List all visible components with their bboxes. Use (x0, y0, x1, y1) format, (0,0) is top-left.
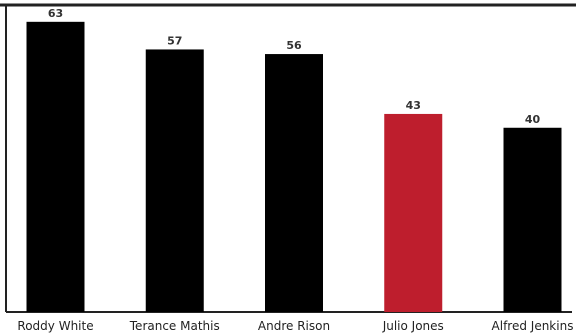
value-label-group: 63 57 56 43 40 (48, 7, 541, 126)
value-label: 57 (167, 34, 182, 47)
tick-label-group: Roddy White Terance Mathis Andre Rison Juli… (17, 319, 573, 333)
value-label: 43 (406, 99, 421, 112)
bar-terance-mathis (145, 49, 204, 312)
bar-roddy-white (26, 21, 85, 312)
value-label: 56 (286, 39, 302, 52)
x-tick-label: Andre Rison (258, 319, 330, 333)
value-label: 40 (525, 113, 541, 126)
value-label: 63 (48, 7, 63, 20)
bar-alfred-jenkins (503, 127, 562, 312)
x-tick-label: Julio Jones (382, 319, 444, 333)
bar-group (26, 21, 562, 313)
x-tick-label: Roddy White (17, 319, 93, 333)
bar-julio-jones (384, 113, 443, 312)
x-tick-label: Terance Mathis (129, 319, 220, 333)
bar-andre-rison (265, 54, 323, 313)
x-tick-label: Alfred Jenkins (492, 319, 574, 333)
